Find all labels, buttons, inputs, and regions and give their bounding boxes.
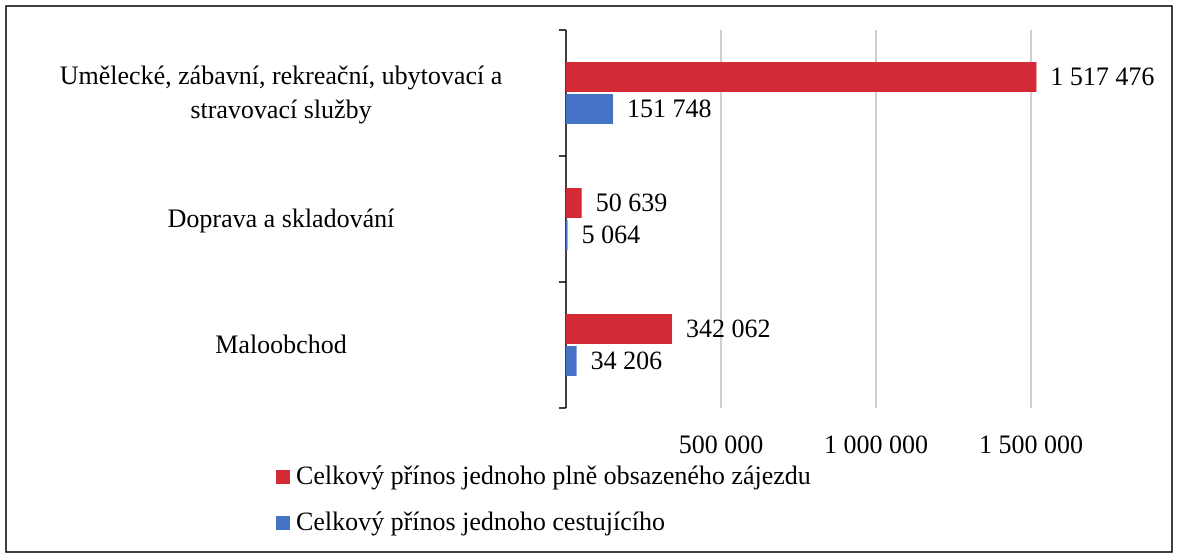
legend-label: Celkový přínos jednoho plně obsazeného z… [296, 461, 811, 490]
legend-swatch [276, 470, 290, 484]
y-tick-label: Maloobchod [215, 330, 347, 359]
x-tick-label: 500 000 [679, 430, 764, 459]
bar [566, 62, 1037, 92]
data-label: 342 062 [686, 314, 771, 343]
bar [566, 220, 568, 250]
bar [566, 346, 577, 376]
legend-swatch [276, 516, 290, 530]
y-tick-label: Doprava a skladování [167, 204, 395, 233]
bar [566, 188, 582, 218]
data-label: 34 206 [591, 346, 663, 375]
bar [566, 314, 673, 344]
x-tick-label: 1 500 000 [979, 430, 1083, 459]
data-label: 5 064 [582, 220, 641, 249]
y-tick-label: Umělecké, zábavní, rekreační, ubytovací … [59, 61, 503, 124]
data-label: 50 639 [596, 188, 668, 217]
data-label: 151 748 [627, 94, 712, 123]
data-label: 1 517 476 [1050, 62, 1154, 91]
legend-label: Celkový přínos jednoho cestujícího [296, 507, 665, 536]
x-tick-label: 1 000 000 [824, 430, 928, 459]
bar [566, 94, 614, 124]
